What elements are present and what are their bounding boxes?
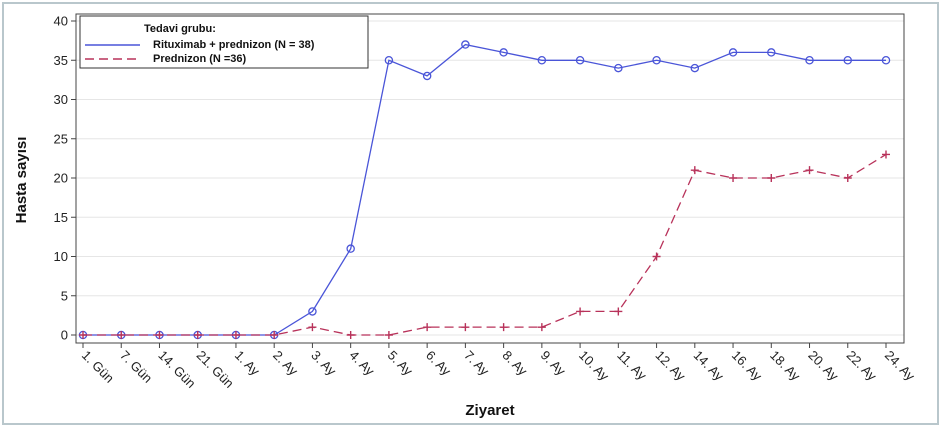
data-point-1: [193, 331, 202, 339]
y-axis-title: Hasta sayısı: [13, 137, 30, 224]
x-tick-label: 22. Ay: [844, 348, 880, 384]
series-line-1: [83, 153, 887, 336]
series-line-0: [83, 43, 886, 336]
data-point-1: [384, 331, 393, 339]
y-tick-label: 10: [54, 249, 68, 264]
data-point-1: [767, 174, 776, 182]
data-point-1: [729, 174, 738, 182]
x-tick-label: 12. Ay: [652, 348, 688, 384]
y-tick-label: 20: [54, 171, 68, 186]
data-point-1: [882, 150, 890, 159]
data-point-0: [767, 48, 776, 57]
data-point-0: [728, 48, 738, 57]
x-tick-label: 14. Gün: [155, 348, 198, 391]
chart-frame: [2, 2, 939, 425]
data-point-0: [308, 307, 317, 316]
x-tick-label: 9. Ay: [538, 348, 569, 379]
y-tick-label: 30: [54, 92, 68, 107]
series-group: [78, 40, 891, 340]
data-point-1: [308, 323, 317, 332]
data-point-1: [576, 307, 585, 316]
data-point-1: [690, 166, 699, 175]
x-tick-label: 2. Ay: [270, 348, 301, 379]
data-point-1: [805, 166, 814, 175]
x-tick-label: 3. Ay: [308, 348, 339, 379]
x-tick-label: 6. Ay: [423, 348, 454, 379]
data-point-0: [575, 56, 585, 65]
x-tick-label: 10. Ay: [576, 348, 612, 384]
x-tick-label: 5. Ay: [385, 348, 416, 379]
data-point-0: [881, 56, 891, 65]
y-tick-label: 40: [54, 14, 68, 29]
data-point-1: [231, 331, 240, 339]
data-point-0: [843, 56, 853, 65]
x-tick-label: 8. Ay: [499, 348, 530, 379]
data-point-0: [537, 56, 547, 65]
data-point-0: [499, 48, 508, 57]
data-point-1: [843, 174, 852, 182]
legend-title: Tedavi grubu:: [144, 23, 216, 35]
data-point-0: [384, 56, 394, 65]
x-tick-label: 16. Ay: [729, 348, 765, 384]
x-tick-label: 4. Ay: [347, 348, 378, 379]
y-tick-label: 0: [61, 328, 68, 343]
x-tick-label: 7. Gün: [117, 348, 155, 386]
data-point-1: [499, 323, 508, 332]
data-point-1: [537, 323, 546, 332]
data-point-1: [423, 323, 432, 332]
data-point-1: [346, 331, 355, 339]
data-point-1: [79, 331, 87, 339]
legend-label-prednizon: Prednizon (N =36): [153, 53, 247, 65]
legend-label-rituximab: Rituximab + prednizon (N = 38): [153, 39, 315, 51]
data-point-0: [346, 244, 355, 253]
x-tick-label: 21. Gün: [194, 348, 237, 391]
x-tick-label: 20. Ay: [805, 348, 841, 384]
x-tick-label: 1. Ay: [232, 348, 263, 379]
data-point-1: [652, 252, 661, 261]
data-point-0: [461, 40, 470, 49]
y-tick-label: 15: [54, 210, 68, 225]
x-tick-label: 18. Ay: [767, 348, 803, 384]
data-point-0: [422, 71, 432, 81]
y-tick-label: 5: [61, 288, 68, 303]
x-tick-label: 11. Ay: [614, 348, 650, 384]
x-tick-label: 1. Gün: [79, 348, 117, 386]
x-tick-label: 7. Ay: [461, 348, 492, 379]
data-point-1: [270, 331, 279, 339]
y-tick-label: 35: [54, 53, 68, 68]
data-point-1: [461, 323, 470, 332]
data-point-0: [805, 56, 814, 65]
data-point-1: [614, 307, 623, 316]
x-axis-title: Ziyaret: [465, 402, 514, 419]
y-tick-label: 25: [54, 131, 68, 146]
data-point-0: [690, 63, 700, 73]
data-point-1: [117, 331, 126, 339]
x-tick-label: 24. Ay: [882, 348, 918, 384]
data-point-0: [652, 56, 661, 65]
data-point-1: [155, 331, 164, 339]
legend: Tedavi grubu: Rituximab + prednizon (N =…: [79, 15, 369, 69]
x-tick-label: 14. Ay: [691, 348, 727, 384]
plot-area-border: [75, 13, 905, 344]
y-axis-ticks: 0 5 10 15 20 25 30 35 40: [54, 14, 76, 343]
data-point-0: [614, 63, 623, 73]
